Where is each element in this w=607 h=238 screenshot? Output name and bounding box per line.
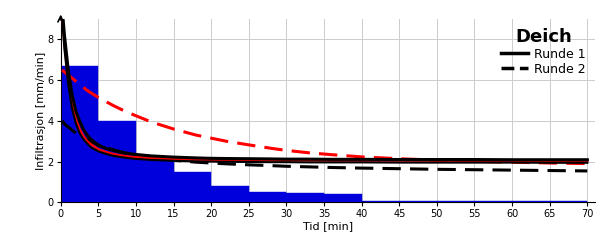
- Bar: [399, 201, 437, 202]
- Bar: [512, 201, 550, 202]
- Bar: [98, 121, 136, 202]
- Bar: [362, 201, 399, 202]
- Bar: [324, 194, 362, 202]
- Bar: [136, 158, 174, 202]
- Bar: [475, 201, 512, 202]
- Bar: [550, 201, 588, 202]
- Bar: [174, 172, 211, 202]
- Bar: [249, 192, 287, 202]
- Bar: [211, 186, 249, 202]
- Bar: [61, 66, 98, 202]
- Legend: Runde 1, Runde 2: Runde 1, Runde 2: [498, 25, 589, 78]
- Bar: [437, 201, 475, 202]
- X-axis label: Tid [min]: Tid [min]: [303, 221, 353, 231]
- Y-axis label: Infiltrasjon [mm/min]: Infiltrasjon [mm/min]: [36, 52, 46, 170]
- Bar: [287, 193, 324, 202]
